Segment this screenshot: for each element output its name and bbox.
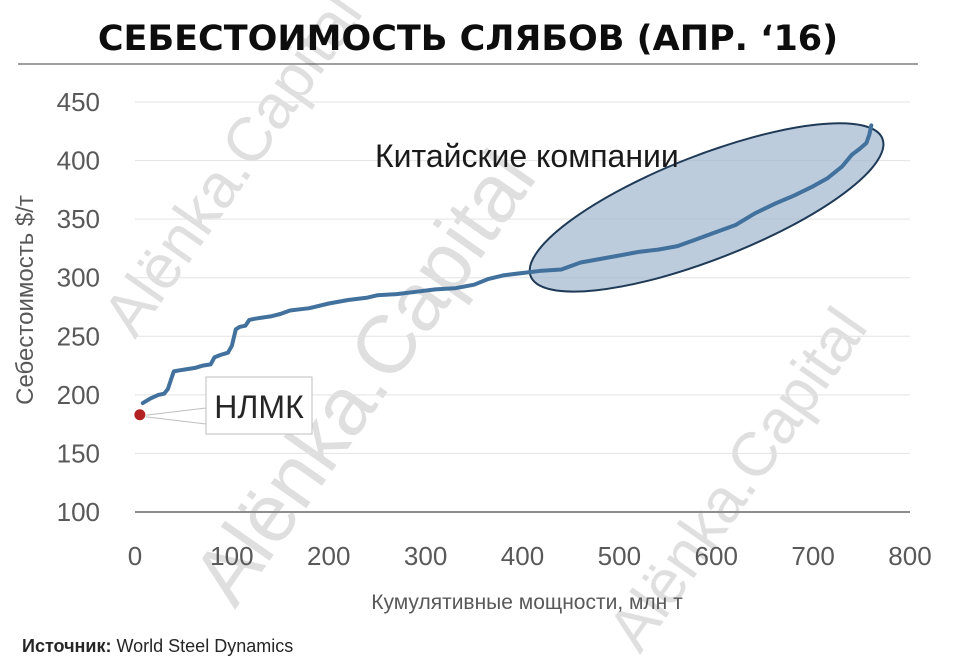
y-tick-label: 200 <box>57 380 100 410</box>
y-tick-label: 100 <box>57 497 100 527</box>
x-tick-label: 600 <box>695 541 738 571</box>
x-tick-label: 100 <box>210 541 253 571</box>
x-tick-label: 700 <box>791 541 834 571</box>
x-tick-label: 200 <box>307 541 350 571</box>
x-tick-label: 800 <box>888 541 931 571</box>
x-tick-label: 0 <box>128 541 142 571</box>
series-group <box>140 123 874 406</box>
chinese-companies-label: Китайские компании <box>375 138 679 174</box>
source-text: World Steel Dynamics <box>116 636 294 656</box>
y-tick-label: 450 <box>57 87 100 117</box>
x-axis-label: Кумулятивные мощности, млн т <box>371 591 683 614</box>
chart-title: СЕБЕСТОИМОСТЬ СЛЯБОВ (АПР. ‘16) <box>98 19 838 59</box>
x-tick-labels: 0 100 200 300 400 500 600 700 800 <box>128 541 932 571</box>
x-tick-label: 300 <box>404 541 447 571</box>
y-tick-label: 250 <box>57 321 100 351</box>
nlmk-point <box>133 408 147 422</box>
x-tick-label: 400 <box>501 541 544 571</box>
source-note: Источник: World Steel Dynamics <box>22 636 293 657</box>
y-axis-label: Себестоимость $/т <box>12 195 39 405</box>
y-tick-label: 150 <box>57 438 100 468</box>
highlight-point-group <box>133 408 147 422</box>
watermark: Alёnka.Capital Alёnka.Capital Alёnka.Cap… <box>90 0 881 663</box>
x-tick-label: 500 <box>598 541 641 571</box>
y-tick-label: 300 <box>57 263 100 293</box>
callout-label: НЛМК <box>214 389 304 425</box>
callout-leader <box>138 415 207 425</box>
source-label: Источник: <box>22 636 112 656</box>
y-tick-labels: 100 150 200 250 300 350 400 450 <box>57 87 100 527</box>
nlmk-callout: НЛМК <box>138 376 313 435</box>
callout-box <box>205 376 313 435</box>
series-line <box>140 123 874 406</box>
y-tick-label: 350 <box>57 204 100 234</box>
annotation-ellipse <box>528 122 885 293</box>
callout-leader <box>138 407 207 417</box>
y-tick-label: 400 <box>57 146 100 176</box>
chinese-companies-highlight <box>528 122 885 293</box>
